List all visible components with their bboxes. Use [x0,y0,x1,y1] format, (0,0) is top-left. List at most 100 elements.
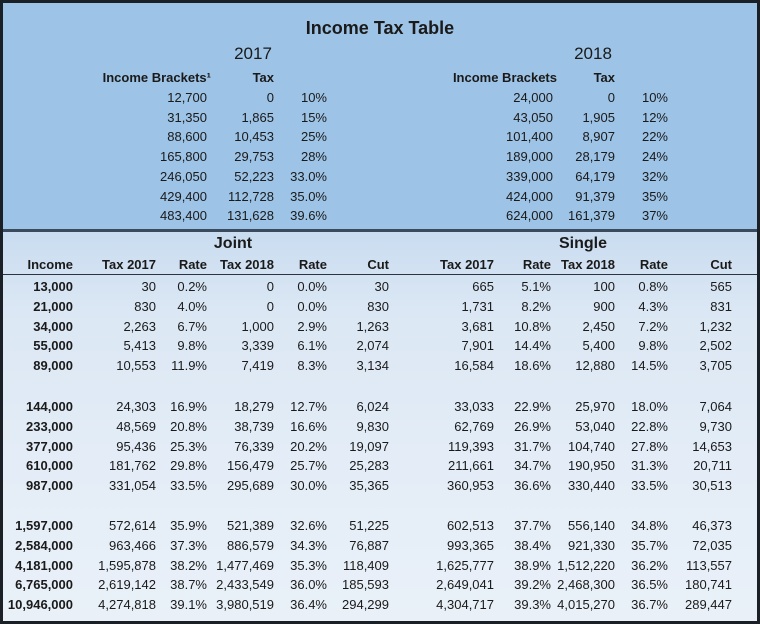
bracket-rate: 35% [641,188,668,204]
joint-cut-cell: 2,074 [356,338,389,354]
bracket-rate: 10% [641,90,668,105]
joint-rate-2018-cell: 2.9% [297,318,327,334]
income-cell: 6,765,000 [15,577,73,593]
single-rate-2018-cell: 9.8% [638,338,668,354]
joint-cut-cell: 25,283 [349,458,389,474]
joint-tax-2017-cell: 830 [134,298,156,314]
single-cut-cell: 2,502 [699,338,732,354]
single-tax-2017-cell: 7,901 [461,338,494,354]
income-cell: 144,000 [26,399,73,414]
joint-rate-2018-cell: 6.1% [297,338,327,354]
joint-cut-cell: 6,024 [356,399,389,414]
single-rate-2017-cell: 8.2% [521,298,551,314]
single-tax-2017-cell: 1,731 [461,298,494,314]
single-tax-2017-cell: 211,661 [447,458,494,474]
column-header-income: Income [27,257,73,272]
bracket-tax: 1,865 [241,109,274,125]
single-tax-2017-cell: 360,953 [447,478,494,494]
single-cut-cell: 30,513 [692,478,732,494]
joint-cut-cell: 76,887 [349,537,389,553]
joint-tax-2017-cell: 4,274,818 [98,597,156,613]
single-rate-2018-cell: 36.7% [631,597,668,613]
joint-rate-2018-cell: 0.0% [297,298,327,314]
comparison-panel [3,232,757,621]
bracket-rate: 37% [641,208,668,224]
joint-tax-2017-cell: 2,263 [123,318,156,334]
joint-rate-2017-cell: 25.3% [170,438,207,454]
single-rate-2017-cell: 18.6% [514,358,551,374]
joint-tax-2017-cell: 95,436 [116,438,156,454]
joint-tax-2017-cell: 963,466 [109,537,156,553]
single-tax-2018-cell: 556,140 [568,518,615,533]
single-rate-2018-cell: 31.3% [631,458,668,474]
single-rate-2018-cell: 36.2% [631,557,668,573]
bracket-tax: 0 [607,90,615,105]
single-cut-cell: 20,711 [693,458,732,474]
single-tax-2018-cell: 25,970 [575,399,615,414]
joint-tax-2018-cell: 3,980,519 [216,597,274,613]
page-title: Income Tax Table [305,18,455,38]
single-rate-2017-cell: 14.4% [514,338,551,354]
single-tax-2018-cell: 190,950 [568,458,615,474]
joint-cut-cell: 35,365 [349,478,389,494]
bracket-income: 189,000 [506,149,553,165]
bracket-income: 31,350 [167,109,207,125]
income-cell: 377,000 [26,438,73,454]
bracket-header-income: Income Brackets¹ [102,70,211,85]
joint-rate-2018-cell: 36.4% [290,597,327,613]
section-divider [3,229,757,232]
single-cut-cell: 180,741 [685,577,732,593]
single-tax-2018-cell: 12,880 [575,358,615,374]
bracket-rate: 15% [300,109,327,125]
single-rate-2017-cell: 5.1% [521,279,551,294]
joint-cut-cell: 9,830 [356,418,389,434]
joint-rate-2017-cell: 38.7% [170,577,207,593]
joint-rate-2018-cell: 30.0% [290,478,327,494]
joint-rate-2018-cell: 35.3% [290,557,327,573]
bracket-rate: 12% [641,109,668,125]
single-rate-2017-cell: 38.4% [514,537,551,553]
joint-tax-2018-cell: 1,477,469 [216,557,274,573]
bracket-rate: 35.0% [290,188,327,204]
single-rate-2018-cell: 14.5% [631,358,668,374]
joint-cut-cell: 51,225 [349,518,389,533]
single-rate-2017-cell: 39.2% [514,577,551,593]
bracket-tax: 91,379 [575,188,615,204]
joint-tax-2018-cell: 156,479 [227,458,274,474]
single-cut-cell: 1,232 [699,318,732,334]
single-tax-2017-cell: 119,393 [447,438,494,454]
joint-cut-cell: 19,097 [349,438,389,454]
income-cell: 13,000 [33,279,73,294]
joint-rate-2018-cell: 32.6% [290,518,327,533]
single-rate-2018-cell: 35.7% [631,537,668,553]
bracket-tax: 112,728 [227,188,274,204]
single-rate-2017-cell: 38.9% [514,557,551,573]
income-cell: 10,946,000 [7,597,73,613]
single-tax-2018-cell: 2,468,300 [557,577,615,593]
bracket-tax: 10,453 [234,129,274,145]
joint-tax-2018-cell: 2,433,549 [216,577,274,593]
single-tax-2017-cell: 665 [472,279,494,294]
single-tax-2017-cell: 33,033 [454,399,494,414]
single-cut-cell: 7,064 [699,399,732,414]
income-cell: 89,000 [33,358,73,374]
year-2018-heading: 2018 [574,44,612,63]
joint-rate-2017-cell: 0.2% [177,279,207,294]
bracket-income: 88,600 [167,129,207,145]
bracket-income: 12,700 [167,90,207,105]
single-rate-2018-cell: 33.5% [631,478,668,494]
bracket-header-tax: Tax [593,70,615,85]
single-rate-2018-cell: 36.5% [631,577,668,593]
joint-rate-2018-cell: 16.6% [290,418,327,434]
joint-cut-cell: 118,409 [342,557,389,573]
joint-cut-cell: 30 [374,279,389,294]
single-tax-2018-cell: 53,040 [575,418,615,434]
joint-rate-2017-cell: 9.8% [177,338,207,354]
single-tax-2018-cell: 900 [593,298,615,314]
bracket-tax: 161,379 [568,208,615,224]
single-tax-2017-cell: 1,625,777 [436,557,494,573]
single-rate-2017-cell: 34.7% [514,458,551,474]
single-tax-2017-cell: 4,304,717 [436,597,494,613]
bracket-rate: 28% [300,149,327,165]
